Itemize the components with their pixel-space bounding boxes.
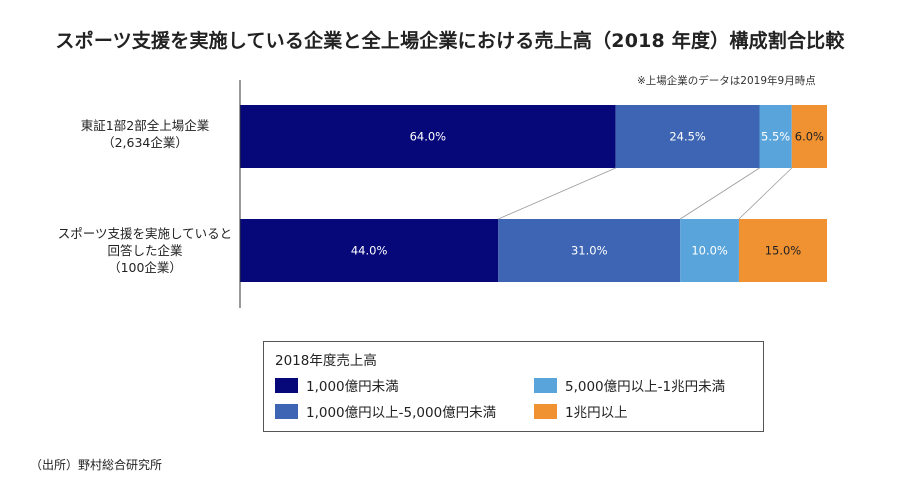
stacked-bar-chart: 64.0% 24.5% 5.5% 6.0% 44.0% 31.0% 10.0% 15.0% <box>239 80 827 308</box>
legend-item-over-1t: 1兆円以上 <box>534 401 628 421</box>
connector-line <box>498 167 616 220</box>
legend-item-1000-5000: 1,000億円以上-5,000億円未満 <box>275 401 496 421</box>
category-label-line: 回答した企業 <box>107 243 183 258</box>
category-label-line: 東証1部2部全上場企業 <box>80 118 210 133</box>
bar-segment <box>498 219 681 282</box>
category-label-listed: 東証1部2部全上場企業 （2,634企業） <box>60 117 230 151</box>
category-label-line: （100企業） <box>108 260 182 275</box>
category-label-line: （2,634企業） <box>102 135 188 150</box>
data-label: 15.0% <box>765 244 802 258</box>
chart-title: スポーツ支援を実施している企業と全上場企業における売上高（2018 年度）構成割… <box>55 30 845 52</box>
connector-line <box>680 167 760 220</box>
category-label-line: スポーツ支援を実施していると <box>57 226 233 241</box>
data-label: 31.0% <box>571 244 608 258</box>
bar-segment <box>240 105 616 168</box>
legend-swatch <box>275 377 298 393</box>
bar-segment <box>240 219 499 282</box>
legend-title: 2018年度売上高 <box>275 353 377 369</box>
data-note: ※上場企業のデータは2019年9月時点 <box>637 75 816 87</box>
category-label-sports: スポーツ支援を実施していると 回答した企業 （100企業） <box>55 225 235 276</box>
data-label: 44.0% <box>351 244 388 258</box>
data-label: 64.0% <box>410 130 447 144</box>
data-label: 10.0% <box>691 244 728 258</box>
legend-label: 1,000億円以上-5,000億円未満 <box>306 405 497 421</box>
legend-item-5000-1t: 5,000億円以上-1兆円未満 <box>534 375 725 395</box>
legend-swatch <box>275 403 298 419</box>
legend-label: 1,000億円未満 <box>306 379 399 395</box>
source-note: （出所）野村総合研究所 <box>30 458 163 472</box>
data-label: 5.5% <box>761 130 790 144</box>
bar-segment <box>680 219 739 282</box>
bar-segment <box>738 219 827 282</box>
bar-segment <box>791 105 827 168</box>
legend-swatch <box>534 403 557 419</box>
legend-label: 1兆円以上 <box>565 405 628 421</box>
legend-label: 5,000億円以上-1兆円未満 <box>565 379 726 395</box>
bar-segment <box>759 105 792 168</box>
data-label: 6.0% <box>795 130 824 144</box>
data-label: 24.5% <box>669 130 706 144</box>
legend-item-under-1000: 1,000億円未満 <box>275 375 399 395</box>
connector-line <box>738 167 793 220</box>
legend-swatch <box>534 377 557 393</box>
legend: 2018年度売上高 1,000億円未満 1,000億円以上-5,000億円未満 … <box>263 341 764 432</box>
bar-segment <box>615 105 760 168</box>
